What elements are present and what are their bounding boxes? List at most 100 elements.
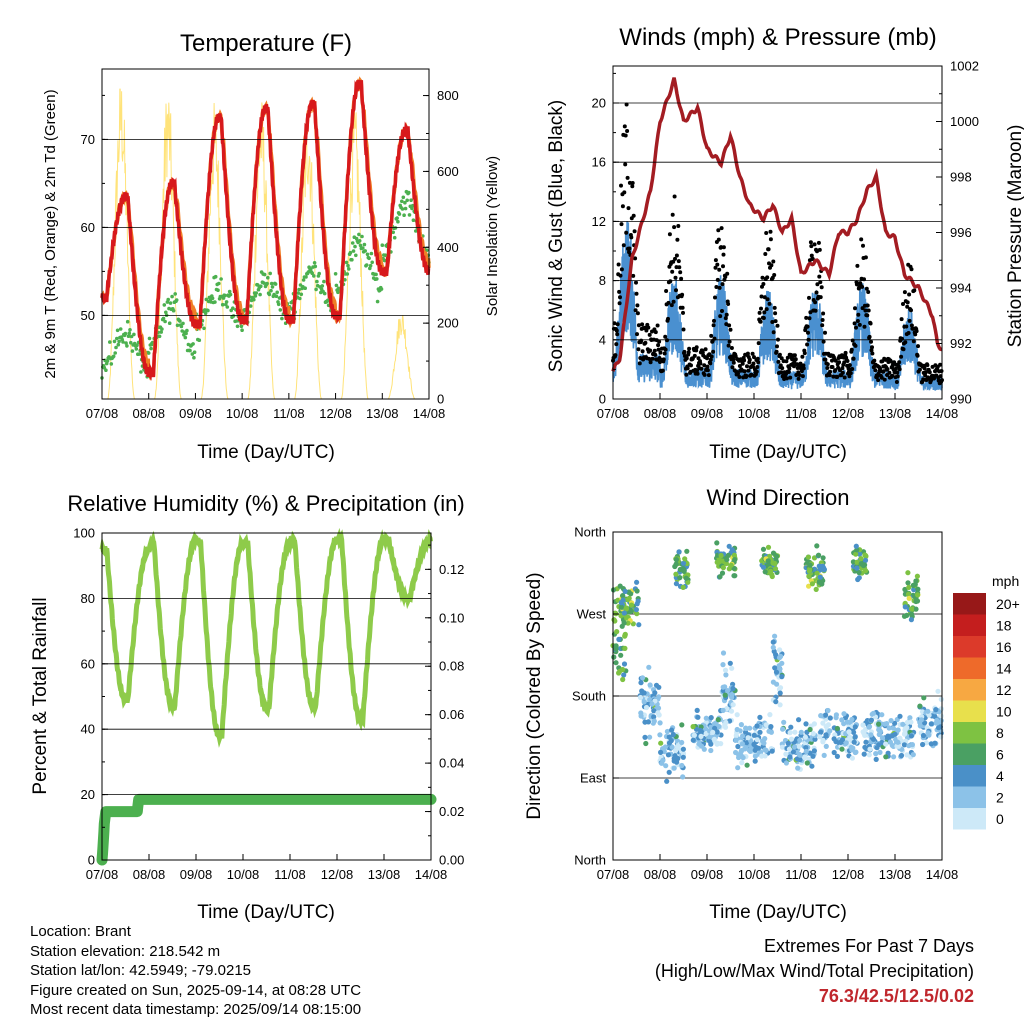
temperature-ylabel-left: 2m & 9m T (Red, Orange) & 2m Td (Green) <box>42 89 59 378</box>
direction-point <box>723 672 729 678</box>
gust-point <box>633 256 638 261</box>
direction-point <box>914 573 921 579</box>
gust-point <box>657 339 662 344</box>
dewpoint-point <box>175 323 180 328</box>
direction-point <box>634 601 640 607</box>
dewpoint-point <box>392 235 397 240</box>
gust-point <box>866 308 871 313</box>
direction-point <box>625 620 631 626</box>
gust-point <box>772 273 777 277</box>
gust-point <box>747 357 752 362</box>
temperature-plot-frame <box>101 68 430 400</box>
gust-point <box>867 334 872 339</box>
dewpoint-point <box>203 311 208 316</box>
gust-point <box>869 339 873 344</box>
gust-point <box>849 347 854 352</box>
direction-point <box>863 739 869 745</box>
gust-point <box>714 285 719 289</box>
dewpoint-point <box>267 292 272 297</box>
direction-point <box>614 629 620 635</box>
gust-point <box>857 322 862 327</box>
direction-point <box>911 587 917 593</box>
gust-point <box>821 311 826 316</box>
gust-point <box>780 366 785 371</box>
direction-point <box>638 713 644 719</box>
gust-point <box>776 359 781 364</box>
dewpoint-point <box>312 261 317 265</box>
gust-point <box>897 360 902 365</box>
direction-point <box>861 751 867 757</box>
gust-point <box>618 295 622 300</box>
direction-point <box>905 570 911 576</box>
dewpoint-point <box>280 316 284 321</box>
gust-point <box>821 339 826 344</box>
gust-point <box>828 369 833 374</box>
dewpoint-point <box>297 287 301 292</box>
gust-point <box>622 190 627 195</box>
dewpoint-point <box>396 219 400 224</box>
direction-point <box>816 552 822 558</box>
direction-point <box>659 760 665 766</box>
direction-point <box>666 769 672 775</box>
dewpoint-point <box>315 279 319 284</box>
winds-ylabel-right: Station Pressure (Maroon) <box>1005 125 1024 348</box>
gust-point <box>909 267 914 272</box>
dewpoint-point <box>253 294 258 298</box>
direction-point <box>616 636 622 643</box>
gust-point <box>859 237 864 242</box>
humidity-ylabel-left: Percent & Total Rainfall <box>30 597 51 794</box>
direction-point <box>791 744 798 750</box>
gust-point <box>692 353 697 358</box>
gust-point <box>702 372 707 377</box>
gust-point <box>922 366 927 371</box>
legend-swatch <box>953 679 986 701</box>
gust-point <box>756 360 761 365</box>
gust-point <box>842 375 847 380</box>
gust-point <box>742 358 747 363</box>
direction-point <box>935 688 941 694</box>
dewpoint-point <box>308 267 313 272</box>
direction-point <box>809 763 815 769</box>
direction-point <box>806 573 812 579</box>
gust-point <box>762 310 767 315</box>
gust-point <box>755 356 760 361</box>
direction-point <box>677 575 683 581</box>
gust-point <box>855 263 860 268</box>
temperature-axes: 50 60 70 0 200 400 600 800 07/08 08/08 09/08 10/08 1… <box>81 88 459 421</box>
direction-point <box>806 583 812 589</box>
direction-point <box>886 725 892 731</box>
gust-point <box>744 374 749 378</box>
direction-point <box>820 737 826 744</box>
direction-point <box>651 708 657 714</box>
direction-point <box>810 731 816 737</box>
gust-point <box>764 307 769 312</box>
direction-point <box>785 740 791 746</box>
gust-point <box>746 368 751 373</box>
direction-point <box>765 558 771 564</box>
direction-point <box>831 749 837 756</box>
gust-point <box>927 370 932 375</box>
dewpoint-point <box>213 300 217 304</box>
gust-point <box>914 329 919 334</box>
direction-point <box>770 550 777 556</box>
gust-point <box>827 373 832 378</box>
gust-point <box>635 303 640 308</box>
gust-point <box>723 316 728 321</box>
dewpoint-point <box>104 368 108 373</box>
gust-point <box>805 342 810 347</box>
dewpoint-point <box>360 234 364 239</box>
direction-x-tick-label: 10/08 <box>738 867 771 882</box>
direction-y-tick-label: East <box>580 771 606 786</box>
gust-point <box>855 319 860 323</box>
direction-point <box>861 730 867 736</box>
gust-point <box>634 291 639 296</box>
humidity-y2-tick-label: 0.08 <box>439 659 464 674</box>
humidity-x-tick-label: 13/08 <box>368 867 401 882</box>
legend-label: 4 <box>996 768 1004 784</box>
dewpoint-point <box>375 277 379 281</box>
dewpoint-point <box>395 216 399 220</box>
direction-point <box>620 676 626 683</box>
gust-point <box>711 323 716 328</box>
dewpoint-point <box>358 243 363 248</box>
